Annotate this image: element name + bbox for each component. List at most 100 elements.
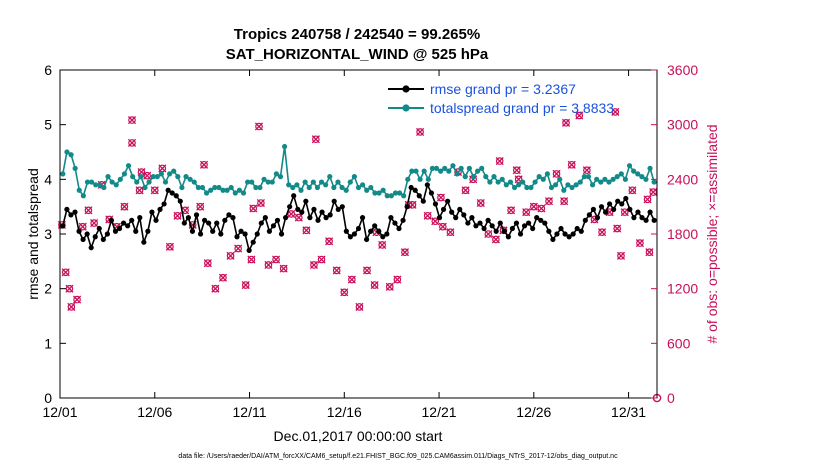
obs-assimilated-cross — [613, 224, 622, 233]
obs-assimilated-cross — [446, 228, 455, 237]
obs-assimilated-cross — [234, 244, 243, 253]
obs-assimilated-cross — [645, 248, 654, 257]
y2-tick-label: 3600 — [667, 62, 698, 78]
obs-marker — [512, 166, 521, 175]
rmse-point — [643, 217, 649, 223]
obs-marker — [628, 186, 637, 195]
obs-possible-circle — [562, 119, 570, 127]
rmse-point — [104, 231, 110, 237]
obs-assimilated-cross — [199, 160, 209, 169]
obs-assimilated-cross — [67, 302, 76, 311]
obs-assimilated-cross — [643, 195, 652, 204]
obs-possible-circle — [325, 237, 333, 246]
legend-spread-label: totalspread grand pr = 3.8833 — [430, 100, 614, 116]
obs-possible-circle — [211, 284, 220, 293]
totalspread-point — [302, 179, 308, 185]
y2-tick-label: 1800 — [667, 226, 698, 242]
rmse-point — [278, 231, 285, 237]
obs-possible-circle — [567, 160, 576, 169]
obs-assimilated-cross — [560, 197, 569, 206]
obs-marker — [256, 198, 265, 208]
y2-tick-label: 1200 — [667, 281, 698, 297]
y-tick-label: 1 — [44, 335, 52, 351]
rmse-point — [274, 217, 281, 223]
obs-assimilated-cross — [150, 186, 159, 195]
totalspread-point — [80, 193, 86, 199]
totalspread-point — [109, 179, 115, 185]
obs-possible-circle — [461, 186, 470, 195]
totalspread-point — [68, 152, 74, 158]
obs-marker — [67, 302, 76, 311]
obs-possible-circle — [649, 188, 658, 196]
totalspread-point — [536, 174, 542, 180]
totalspread-point — [265, 179, 271, 185]
rmse-point — [359, 215, 366, 221]
x-tick-label: 12/16 — [327, 404, 362, 420]
obs-assimilated-cross — [347, 275, 356, 284]
totalspread-point — [298, 187, 304, 193]
obs-marker — [294, 213, 303, 222]
rmse-point — [287, 204, 293, 210]
rmse-point — [72, 209, 78, 215]
rmse-point — [201, 217, 208, 223]
obs-assimilated-cross — [370, 280, 379, 290]
totalspread-point — [421, 168, 427, 174]
totalspread-point — [392, 190, 399, 196]
obs-assimilated-cross — [355, 302, 364, 311]
obs-marker — [84, 206, 93, 215]
totalspread-point — [257, 184, 263, 191]
obs-assimilated-cross — [165, 242, 174, 251]
totalspread-point — [524, 184, 530, 191]
rmse-point — [554, 231, 560, 237]
obs-possible-circle — [166, 242, 174, 251]
obs-possible-circle — [431, 217, 440, 226]
totalspread-point — [130, 174, 136, 180]
obs-marker — [616, 251, 626, 260]
rmse-point — [92, 234, 98, 240]
obs-possible-circle — [317, 255, 326, 264]
rmse-point — [161, 201, 167, 207]
obs-possible-circle — [385, 283, 394, 291]
rmse-point — [505, 234, 511, 240]
totalspread-point — [167, 171, 173, 177]
obs-possible-circle — [196, 202, 205, 211]
obs-assimilated-cross — [127, 138, 137, 147]
rmse-point — [173, 193, 179, 199]
obs-marker — [484, 229, 493, 239]
obs-assimilated-cross — [271, 255, 281, 264]
obs-possible-circle — [65, 284, 74, 293]
totalspread-point — [495, 179, 501, 185]
rmse-point — [323, 215, 329, 221]
totalspread-point — [651, 179, 657, 185]
totalspread-point — [368, 184, 374, 191]
obs-possible-circle — [530, 202, 538, 211]
rmse-point — [169, 190, 175, 196]
totalspread-point — [113, 182, 119, 188]
obs-assimilated-cross — [287, 209, 296, 219]
obs-marker — [355, 302, 364, 311]
x-tick-label: 12/01 — [42, 404, 77, 420]
rmse-point — [185, 215, 191, 221]
totalspread-point — [175, 174, 181, 180]
obs-assimilated-cross — [522, 208, 531, 217]
rmse-point — [424, 182, 430, 188]
rmse-point — [335, 206, 341, 212]
rmse-point — [400, 217, 406, 223]
totalspread-point — [413, 168, 419, 174]
obs-possible-circle — [332, 266, 341, 275]
obs-possible-circle — [173, 211, 182, 220]
rmse-point — [453, 215, 459, 221]
rmse-point — [449, 209, 455, 215]
rmse-point — [153, 217, 159, 223]
totalspread-point — [450, 163, 456, 169]
obs-marker — [211, 284, 220, 293]
rmse-point — [84, 231, 90, 237]
obs-assimilated-cross — [264, 260, 273, 270]
legend-rmse-marker — [402, 85, 410, 93]
obs-marker — [645, 248, 654, 257]
obs-assimilated-cross — [294, 213, 303, 222]
totalspread-point — [351, 174, 357, 180]
rmse-point — [416, 193, 422, 199]
totalspread-point — [335, 179, 341, 185]
y-axis-label: rmse and totalspread — [25, 168, 41, 300]
